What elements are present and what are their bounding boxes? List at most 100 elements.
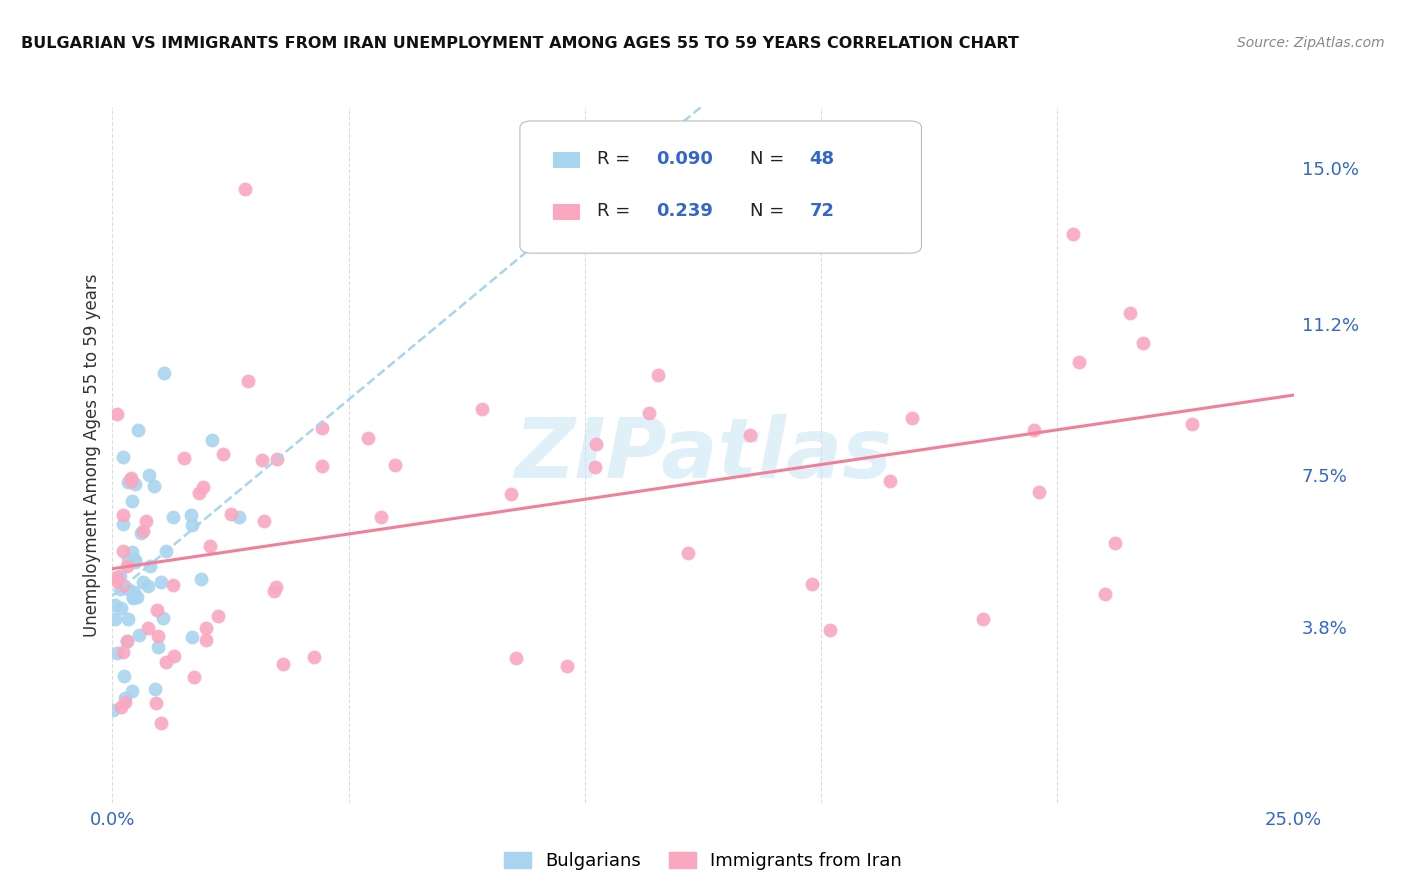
Point [124, 556, 146, 570]
Point [155, 655, 177, 669]
Point [180, 630, 202, 644]
Point [738, 428, 761, 442]
Point [263, 583, 285, 598]
Point [1062, 227, 1084, 241]
Point [207, 608, 229, 623]
Point [134, 515, 156, 529]
Point [128, 628, 150, 642]
Text: R =: R = [596, 202, 636, 220]
Point [638, 406, 661, 420]
Point [143, 479, 166, 493]
Point [555, 658, 578, 673]
Point [104, 612, 127, 626]
Point [136, 579, 159, 593]
Text: 0.090: 0.090 [655, 150, 713, 169]
Point [201, 434, 224, 448]
Point [190, 573, 212, 587]
Point [384, 458, 406, 473]
Point [818, 623, 841, 637]
Point [121, 684, 143, 698]
Point [1022, 423, 1045, 437]
Point [105, 574, 128, 588]
Point [105, 408, 128, 422]
Point [264, 580, 287, 594]
Text: N =: N = [751, 202, 790, 220]
Point [972, 611, 994, 625]
Point [111, 543, 134, 558]
Point [801, 576, 824, 591]
Point [117, 582, 139, 596]
Point [253, 514, 276, 528]
Text: N =: N = [751, 150, 790, 169]
Point [183, 670, 205, 684]
Point [112, 516, 135, 531]
Point [105, 570, 128, 584]
Point [195, 621, 218, 635]
Point [105, 646, 128, 660]
Point [181, 518, 204, 533]
Point [1094, 587, 1116, 601]
Point [644, 223, 666, 237]
Point [114, 695, 136, 709]
Point [311, 458, 333, 473]
Text: 48: 48 [810, 150, 834, 169]
Point [266, 452, 288, 467]
Point [901, 410, 924, 425]
Point [647, 368, 669, 382]
Point [112, 669, 135, 683]
Point [585, 436, 607, 450]
Text: 0.239: 0.239 [655, 202, 713, 220]
Point [1067, 354, 1090, 368]
FancyBboxPatch shape [520, 121, 921, 253]
Text: R =: R = [596, 150, 636, 169]
Point [122, 590, 145, 604]
Point [127, 423, 149, 437]
Point [104, 599, 127, 613]
Point [145, 696, 167, 710]
Point [153, 366, 176, 380]
Point [114, 691, 136, 706]
Point [108, 569, 131, 583]
Point [138, 468, 160, 483]
Point [1028, 485, 1050, 500]
Point [120, 474, 142, 488]
Point [117, 552, 139, 566]
Point [121, 494, 143, 508]
Y-axis label: Unemployment Among Ages 55 to 59 years: Unemployment Among Ages 55 to 59 years [83, 273, 101, 637]
Point [139, 559, 162, 574]
Point [1118, 306, 1140, 320]
Point [124, 477, 146, 491]
Text: ZIPatlas: ZIPatlas [515, 415, 891, 495]
Point [125, 590, 148, 604]
Point [370, 510, 392, 524]
Point [304, 650, 326, 665]
Legend: Bulgarians, Immigrants from Iran: Bulgarians, Immigrants from Iran [505, 852, 901, 871]
Point [198, 540, 221, 554]
Point [1181, 417, 1204, 432]
FancyBboxPatch shape [553, 203, 579, 219]
Point [111, 644, 134, 658]
Point [121, 591, 143, 606]
Point [103, 703, 125, 717]
Point [583, 460, 606, 475]
Point [233, 182, 256, 196]
Point [180, 508, 202, 522]
Point [110, 699, 132, 714]
Point [110, 601, 132, 615]
Point [195, 632, 218, 647]
Point [149, 716, 172, 731]
Point [143, 682, 166, 697]
Text: 72: 72 [810, 202, 834, 220]
Point [132, 524, 155, 538]
Point [163, 649, 186, 664]
Point [357, 431, 380, 445]
Point [111, 450, 134, 464]
Point [149, 574, 172, 589]
Point [124, 553, 146, 567]
Point [155, 543, 177, 558]
Point [115, 634, 138, 648]
Point [499, 487, 522, 501]
Point [676, 545, 699, 559]
Point [122, 585, 145, 599]
Point [115, 558, 138, 573]
